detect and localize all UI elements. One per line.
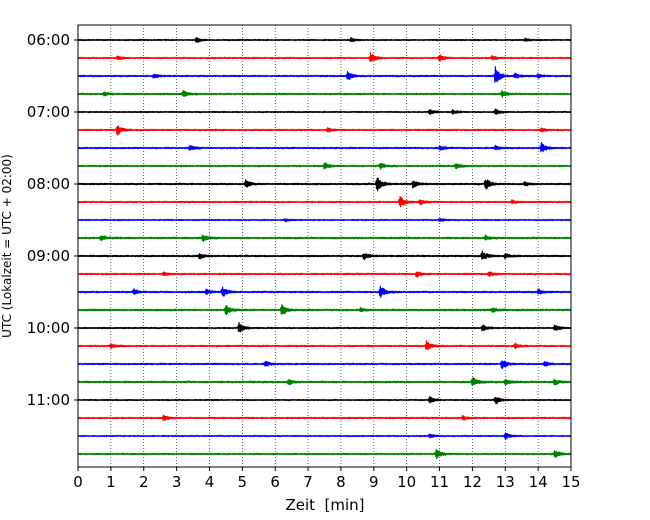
trace-07-45: [77, 162, 572, 170]
trace-07-15: [77, 125, 572, 136]
x-axis-label: Zeit [min]: [285, 496, 364, 514]
x-tick-label: 13: [496, 473, 515, 491]
trace-09-00: [77, 250, 572, 261]
trace-06-45: [77, 89, 572, 98]
trace-09-15: [77, 271, 572, 278]
x-tick-label: 12: [463, 473, 482, 491]
y-tick-label: 06:00: [27, 31, 70, 49]
trace-11-00: [77, 396, 572, 405]
trace-10-30: [77, 360, 572, 370]
seismic-traces: [77, 36, 572, 460]
trace-11-30: [77, 432, 572, 440]
x-tick-label: 15: [561, 473, 580, 491]
trace-06-00: [77, 36, 572, 44]
y-tick-label: 09:00: [27, 247, 70, 265]
trace-08-15: [77, 196, 572, 208]
y-axis-label: UTC (Lokalzeit = UTC + 02:00): [0, 154, 14, 338]
trace-11-45: [77, 448, 572, 460]
x-tick-label: 5: [238, 473, 248, 491]
trace-06-30: [77, 66, 572, 83]
trace-07-30: [77, 141, 572, 153]
y-axis-ticks: 06:00 07:00 08:00 09:00 10:00 11:00: [27, 31, 78, 409]
x-tick-label: 6: [270, 473, 280, 491]
y-tick-label: 11:00: [27, 391, 70, 409]
x-tick-label: 0: [73, 473, 83, 491]
y-tick-label: 10:00: [27, 319, 70, 337]
x-tick-label: 4: [205, 473, 215, 491]
x-axis-ticks: 0 1 2 3 4 5 6 7 8 9 10 11 12 13 14 15: [73, 467, 581, 491]
trace-08-45: [77, 234, 572, 243]
trace-09-30: [77, 285, 572, 299]
x-tick-label: 8: [336, 473, 346, 491]
x-tick-label: 3: [172, 473, 182, 491]
trace-08-00: [77, 177, 572, 192]
trace-08-30: [77, 218, 572, 223]
trace-11-15: [77, 414, 572, 422]
x-tick-label: 14: [529, 473, 548, 491]
y-tick-label: 08:00: [27, 175, 70, 193]
x-tick-label: 9: [369, 473, 379, 491]
plot-frame: [77, 24, 572, 468]
trace-10-15: [77, 340, 572, 350]
trace-10-00: [77, 321, 572, 333]
trace-06-15: [77, 52, 572, 63]
y-tick-label: 07:00: [27, 103, 70, 121]
trace-10-45: [77, 376, 572, 386]
trace-09-45: [77, 304, 572, 316]
x-tick-label: 7: [303, 473, 313, 491]
x-tick-label: 11: [430, 473, 449, 491]
x-tick-label: 10: [397, 473, 416, 491]
x-tick-label: 2: [139, 473, 149, 491]
x-tick-label: 1: [106, 473, 116, 491]
trace-07-00: [77, 108, 572, 116]
